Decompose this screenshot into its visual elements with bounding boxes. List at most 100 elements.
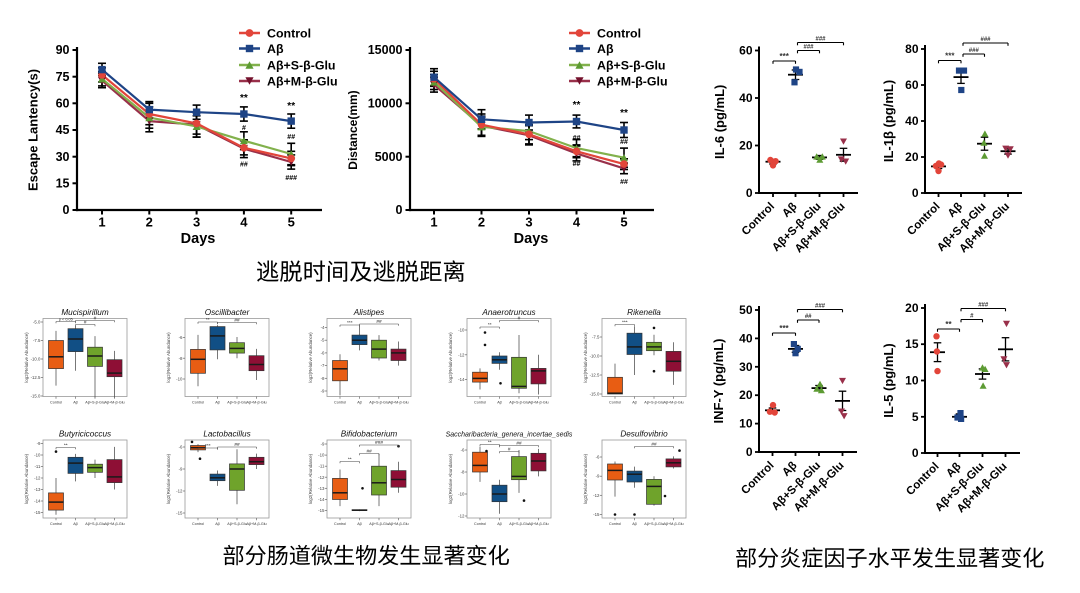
svg-text:-10: -10 xyxy=(458,328,465,333)
svg-text:###: ### xyxy=(803,44,814,50)
svg-text:4: 4 xyxy=(240,215,248,230)
svg-text:-12: -12 xyxy=(458,352,465,357)
svg-text:Oscillibacter: Oscillibacter xyxy=(205,308,250,317)
svg-text:##: ## xyxy=(573,135,581,142)
svg-text:Aβ: Aβ xyxy=(597,42,614,56)
svg-text:##: ## xyxy=(651,441,657,447)
svg-text:4: 4 xyxy=(573,215,581,230)
svg-text:-13: -13 xyxy=(34,487,41,492)
svg-text:-10: -10 xyxy=(318,453,325,458)
svg-text:3: 3 xyxy=(193,215,200,230)
svg-text:Aβ+S-β-Glu: Aβ+S-β-Glu xyxy=(85,522,105,526)
svg-text:45: 45 xyxy=(56,123,70,137)
svg-text:15: 15 xyxy=(56,177,70,191)
svg-text:Butyricicoccus: Butyricicoccus xyxy=(59,430,111,439)
svg-text:p < 0.05: p < 0.05 xyxy=(59,317,73,321)
svg-text:Control: Control xyxy=(609,400,621,404)
svg-text:Aβ: Aβ xyxy=(73,400,78,404)
svg-text:**: ** xyxy=(64,442,68,448)
svg-text:#: # xyxy=(94,315,97,321)
svg-text:60: 60 xyxy=(56,97,70,111)
svg-text:Aβ+M-β-Glu: Aβ+M-β-Glu xyxy=(104,400,124,404)
svg-text:#: # xyxy=(508,446,511,452)
svg-text:Aβ+S-β-Glu: Aβ+S-β-Glu xyxy=(509,400,529,404)
svg-text:-6: -6 xyxy=(321,350,325,355)
svg-text:75: 75 xyxy=(56,70,70,84)
svg-text:-7: -7 xyxy=(321,363,325,368)
svg-text:-12: -12 xyxy=(318,475,325,480)
svg-text:-15.0: -15.0 xyxy=(31,394,41,399)
svg-text:Control: Control xyxy=(334,400,346,404)
svg-text:-9: -9 xyxy=(37,441,41,446)
svg-text:40: 40 xyxy=(739,91,753,105)
svg-text:20: 20 xyxy=(905,301,919,315)
svg-text:10000: 10000 xyxy=(368,97,403,111)
svg-text:90: 90 xyxy=(56,43,70,57)
svg-text:***: *** xyxy=(780,52,790,61)
svg-text:15: 15 xyxy=(905,337,919,351)
svg-text:-10.0: -10.0 xyxy=(31,357,41,362)
svg-text:Aβ: Aβ xyxy=(497,400,502,404)
svg-text:Aβ+M-β-Glu: Aβ+M-β-Glu xyxy=(246,522,266,526)
svg-text:**: ** xyxy=(206,317,210,323)
svg-text:Control: Control xyxy=(192,522,204,526)
svg-text:***: *** xyxy=(945,51,955,60)
svg-text:20: 20 xyxy=(739,388,753,402)
svg-text:Desulfovibrio: Desulfovibrio xyxy=(620,430,668,439)
svg-text:-11: -11 xyxy=(318,464,325,469)
svg-text:Aβ: Aβ xyxy=(497,522,502,526)
svg-text:Control: Control xyxy=(50,400,62,404)
svg-text:###: ### xyxy=(815,303,826,309)
svg-text:-12: -12 xyxy=(458,514,465,519)
svg-text:Control: Control xyxy=(597,26,641,40)
svg-text:##: ## xyxy=(516,440,522,446)
svg-text:2: 2 xyxy=(146,215,153,230)
svg-text:#: # xyxy=(242,125,246,132)
svg-text:Aβ+S-β-Glu: Aβ+S-β-Glu xyxy=(369,400,389,404)
svg-text:##: ## xyxy=(620,139,628,146)
svg-text:#: # xyxy=(518,315,521,321)
svg-text:60: 60 xyxy=(739,44,753,58)
svg-text:-11: -11 xyxy=(34,464,41,469)
svg-text:Rikenella: Rikenella xyxy=(627,308,661,317)
svg-text:-10: -10 xyxy=(458,492,465,497)
svg-text:5: 5 xyxy=(912,410,919,424)
svg-text:20: 20 xyxy=(739,139,753,153)
svg-text:***: *** xyxy=(347,320,353,326)
svg-text:**: ** xyxy=(945,320,952,329)
svg-text:###: ### xyxy=(969,48,980,54)
svg-text:###: ### xyxy=(285,175,297,182)
svg-text:Aβ+M-β-Glu: Aβ+M-β-Glu xyxy=(267,74,338,88)
svg-text:##: ## xyxy=(620,179,628,186)
svg-text:##: ## xyxy=(367,448,373,454)
svg-text:Mucispirillum: Mucispirillum xyxy=(61,308,108,317)
svg-text:**: ** xyxy=(488,322,492,328)
svg-text:IL-5 (pg/mL): IL-5 (pg/mL) xyxy=(881,343,896,417)
svg-text:##: ## xyxy=(234,317,240,323)
svg-text:Anaerotruncus: Anaerotruncus xyxy=(481,308,535,317)
svg-text:0: 0 xyxy=(912,446,919,460)
svg-text:-15.0: -15.0 xyxy=(590,392,600,397)
svg-text:Control: Control xyxy=(267,26,311,40)
svg-text:-9: -9 xyxy=(321,442,325,447)
svg-text:Control: Control xyxy=(192,400,204,404)
svg-text:-13: -13 xyxy=(318,486,325,491)
svg-text:Aβ+S-β-Glu: Aβ+S-β-Glu xyxy=(85,400,105,404)
svg-text:-9: -9 xyxy=(179,467,183,472)
svg-text:-6: -6 xyxy=(179,445,183,450)
svg-text:-15: -15 xyxy=(176,511,183,516)
svg-text:Alistipes: Alistipes xyxy=(353,308,385,317)
svg-text:40: 40 xyxy=(739,331,753,345)
svg-text:IL-6 (pg/mL): IL-6 (pg/mL) xyxy=(712,85,727,159)
svg-text:Aβ+M-β-Glu: Aβ+M-β-Glu xyxy=(246,400,266,404)
svg-text:0: 0 xyxy=(396,203,403,217)
svg-text:-6: -6 xyxy=(461,448,465,453)
svg-text:log2(Relative Abundance): log2(Relative Abundance) xyxy=(166,332,171,383)
svg-text:-7.5: -7.5 xyxy=(33,338,41,343)
svg-text:##: ## xyxy=(376,319,382,325)
svg-text:log2(Relative Abundance): log2(Relative Abundance) xyxy=(308,332,313,383)
svg-text:##: ## xyxy=(240,162,248,169)
svg-text:Aβ+M-β-Glu: Aβ+M-β-Glu xyxy=(528,522,548,526)
svg-text:***: *** xyxy=(622,319,628,325)
svg-text:##: ## xyxy=(805,314,812,320)
